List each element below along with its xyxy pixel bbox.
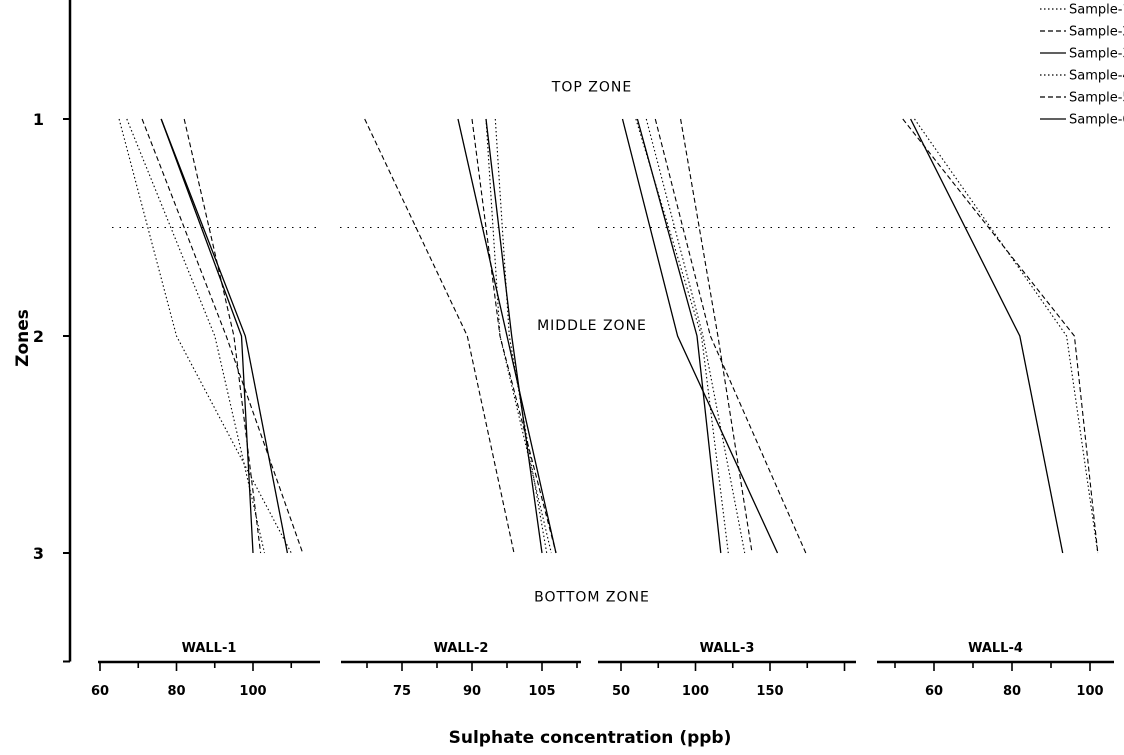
wall-label: WALL-4: [968, 641, 1023, 656]
y-axis: 1 2 3: [33, 0, 72, 663]
wall-panel-2: 75 90 105 WALL-2: [341, 118, 581, 699]
zone-labels: TOP ZONE MIDDLE ZONE BOTTOM ZONE: [534, 79, 650, 605]
x-tick-label: 75: [393, 684, 411, 699]
x-tick-label: 150: [756, 684, 783, 699]
series-line: [902, 118, 1099, 554]
series-line: [126, 118, 266, 554]
x-axis-title: Sulphate concentration (ppb): [449, 728, 732, 748]
series-line: [457, 118, 557, 554]
x-tick-label: 80: [167, 684, 185, 699]
series-line: [680, 118, 753, 554]
series-line: [118, 118, 292, 554]
x-tick-label: 100: [682, 684, 709, 699]
series-line: [494, 118, 548, 554]
y-axis-title: Zones: [13, 309, 33, 367]
series-line: [471, 118, 557, 554]
series-line: [485, 118, 543, 554]
series-line: [636, 118, 722, 554]
series-line: [654, 118, 807, 554]
zone-label: TOP ZONE: [551, 79, 632, 95]
x-tick-label: 80: [1003, 684, 1021, 699]
series-line: [141, 118, 304, 554]
x-tick-label: 60: [925, 684, 943, 699]
y-tick-label: 2: [33, 327, 44, 346]
x-tick-label: 105: [528, 684, 555, 699]
zone-label: MIDDLE ZONE: [537, 318, 647, 334]
y-tick-label: 3: [33, 544, 44, 563]
y-tick-label: 1: [33, 110, 44, 129]
legend: Sample-1 Sample-2 Sample-3 Sample-4 Sample-5…: [1040, 3, 1124, 128]
wall-panel-4: 60 80 100 WALL-4: [877, 118, 1114, 699]
series-line: [914, 118, 1099, 554]
legend-label: Sample-4: [1069, 69, 1124, 84]
legend-label: Sample-2: [1069, 25, 1124, 40]
series-line: [183, 118, 262, 554]
x-tick-label: 60: [91, 684, 109, 699]
wall-panel-3: 50 100 150 WALL-3: [598, 118, 856, 699]
legend-label: Sample-3: [1069, 47, 1124, 62]
zone-label: BOTTOM ZONE: [534, 589, 650, 605]
series-line: [364, 118, 515, 554]
legend-label: Sample-1: [1069, 3, 1124, 18]
wall-label: WALL-3: [700, 641, 755, 656]
series-line: [910, 118, 1064, 554]
legend-label: Sample-5: [1069, 91, 1124, 106]
legend-label: Sample-6: [1069, 113, 1124, 128]
x-tick-label: 100: [239, 684, 266, 699]
series-line: [635, 118, 729, 554]
x-tick-label: 100: [1076, 684, 1103, 699]
wall-label: WALL-2: [434, 641, 489, 656]
x-tick-label: 50: [612, 684, 630, 699]
x-tick-label: 90: [463, 684, 481, 699]
wall-label: WALL-1: [182, 641, 237, 656]
series-line: [621, 118, 779, 554]
wall-panels: 60 80 100 WALL-1 75 90 105 WALL-2 50 100 150 WALL-3…: [91, 118, 1114, 699]
wall-panel-1: 60 80 100 WALL-1: [91, 118, 320, 699]
series-line: [160, 118, 254, 554]
series-line: [160, 118, 289, 554]
series-line: [645, 118, 746, 554]
